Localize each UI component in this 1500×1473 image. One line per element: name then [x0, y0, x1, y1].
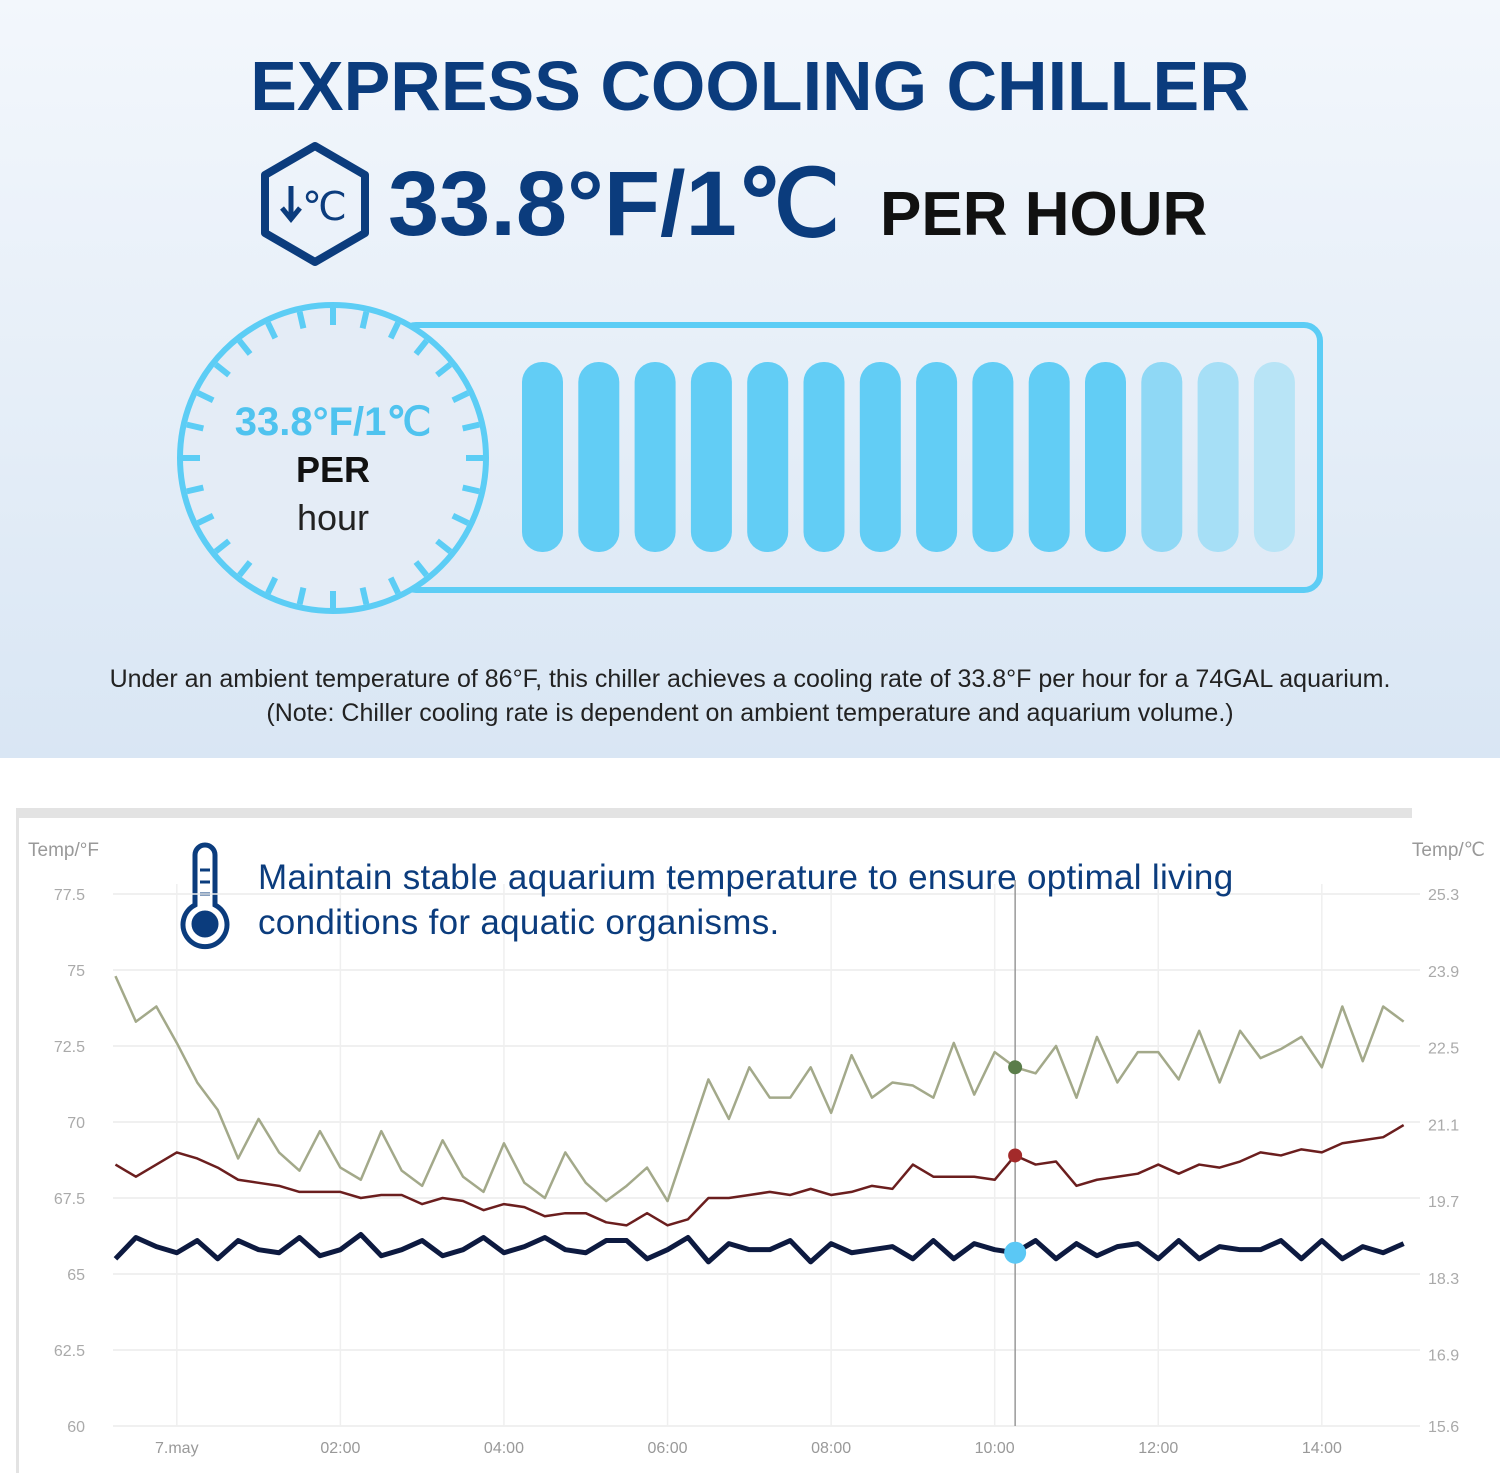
gauge-dial: [177, 302, 489, 614]
dial-tick: [388, 321, 401, 340]
level-bar: [690, 362, 732, 552]
dial-tick: [413, 338, 429, 356]
title: EXPRESS COOLING CHILLER: [250, 47, 1250, 125]
dial-tick: [359, 586, 370, 605]
icon: ℃: [261, 142, 369, 266]
dial-tick: [196, 513, 215, 526]
x-tick-label: 14:00: [1302, 1440, 1342, 1457]
y-tick-label: 75: [67, 963, 85, 980]
y2-tick-label: 15.6: [1428, 1419, 1459, 1436]
series-line: [113, 1231, 1405, 1265]
y-tick-label: 67.5: [54, 1191, 85, 1208]
chart-frame-top: [16, 808, 1412, 818]
x-tick-label: 08:00: [811, 1440, 851, 1457]
dial-tick: [186, 484, 205, 495]
note: (Note: Chiller cooling rate is dependent…: [266, 699, 1233, 727]
dial-tick: [213, 538, 231, 554]
y2-axis-label: Temp/℃: [1412, 840, 1485, 861]
dial-tick: [461, 484, 480, 495]
dial-tick: [237, 560, 253, 578]
rate-suffix: PER HOUR: [880, 180, 1207, 249]
dial-tick: [265, 576, 278, 595]
y2-tick-label: 25.3: [1428, 887, 1459, 904]
level-bar: [859, 362, 901, 552]
gauge-rate: 33.8°F/1℃: [235, 400, 432, 444]
level-bar: [1085, 362, 1126, 552]
series-line: [114, 1123, 1405, 1227]
level-bar: [1253, 362, 1295, 552]
y2-tick-label: 16.9: [1428, 1348, 1459, 1365]
y-tick-label: 70: [67, 1115, 85, 1132]
x-tick-label: 02:00: [320, 1440, 360, 1457]
dial-tick: [213, 362, 231, 378]
dial-tick: [461, 421, 480, 432]
x-tick-label: 10:00: [975, 1440, 1015, 1457]
dial-tick: [296, 586, 307, 605]
y2-tick-label: 22.5: [1428, 1041, 1459, 1058]
cursor-point: [1004, 1241, 1027, 1264]
dial-tick: [186, 421, 205, 432]
y-tick-label: 62.5: [54, 1343, 85, 1360]
y2-tick-label: 18.3: [1428, 1271, 1459, 1288]
cursor-point: [1008, 1148, 1023, 1163]
dial-tick: [435, 362, 453, 378]
level-bar: [1141, 362, 1183, 552]
y-tick-label: 65: [67, 1267, 85, 1284]
x-tick-label: 7.may: [155, 1440, 199, 1457]
plot: 60 62.5 65 67.5 70 72.5 75 77.5 15.6 16.9 18.3 19.7…: [54, 880, 1459, 1457]
dial-tick: [237, 338, 253, 356]
x-tick-label: 06:00: [648, 1440, 688, 1457]
dial-tick: [265, 321, 278, 340]
dial-tick: [451, 513, 470, 526]
y-axis-label: Temp/°F: [28, 840, 99, 861]
y2-tick-label: 19.7: [1428, 1194, 1459, 1211]
x-tick-label: 12:00: [1138, 1440, 1178, 1457]
thermometer-icon: [180, 842, 230, 950]
dial-tick: [196, 390, 215, 403]
note: Under an ambient temperature of 86°F, th…: [110, 665, 1391, 693]
dial-tick: [388, 576, 401, 595]
level-bar: [803, 362, 845, 552]
dial-tick: [413, 560, 429, 578]
gauge-per: PER: [296, 449, 370, 490]
bars: [522, 362, 1295, 552]
y-tick-label: 72.5: [54, 1039, 85, 1056]
chart-frame-left: [16, 808, 19, 1473]
dial-tick: [296, 311, 307, 330]
annotation: Maintain stable aquarium temperature to …: [258, 858, 1234, 942]
dial-tick: [435, 538, 453, 554]
dial-ticks: [183, 308, 483, 608]
x-tick-label: 04:00: [484, 1440, 524, 1457]
level-bar: [634, 362, 676, 552]
dial-tick: [359, 311, 370, 330]
y-tick-label: 60: [67, 1419, 85, 1436]
y2-tick-label: 23.9: [1428, 964, 1459, 981]
level-bar: [522, 362, 563, 552]
level-bar: [578, 362, 620, 552]
series-line: [114, 975, 1405, 1203]
icon-label: ℃: [302, 185, 347, 229]
level-bar: [972, 362, 1014, 552]
level-bar: [1028, 362, 1070, 552]
cursor-point: [1008, 1060, 1023, 1075]
level-bar: [747, 362, 789, 552]
gauge-unit: hour: [297, 497, 369, 538]
dial-tick: [451, 390, 470, 403]
level-bar: [916, 362, 958, 552]
y2-tick-label: 21.1: [1428, 1117, 1459, 1134]
y-tick-label: 77.5: [54, 887, 85, 904]
rate: 33.8°F/1℃: [388, 153, 840, 255]
level-bar: [1197, 362, 1239, 552]
